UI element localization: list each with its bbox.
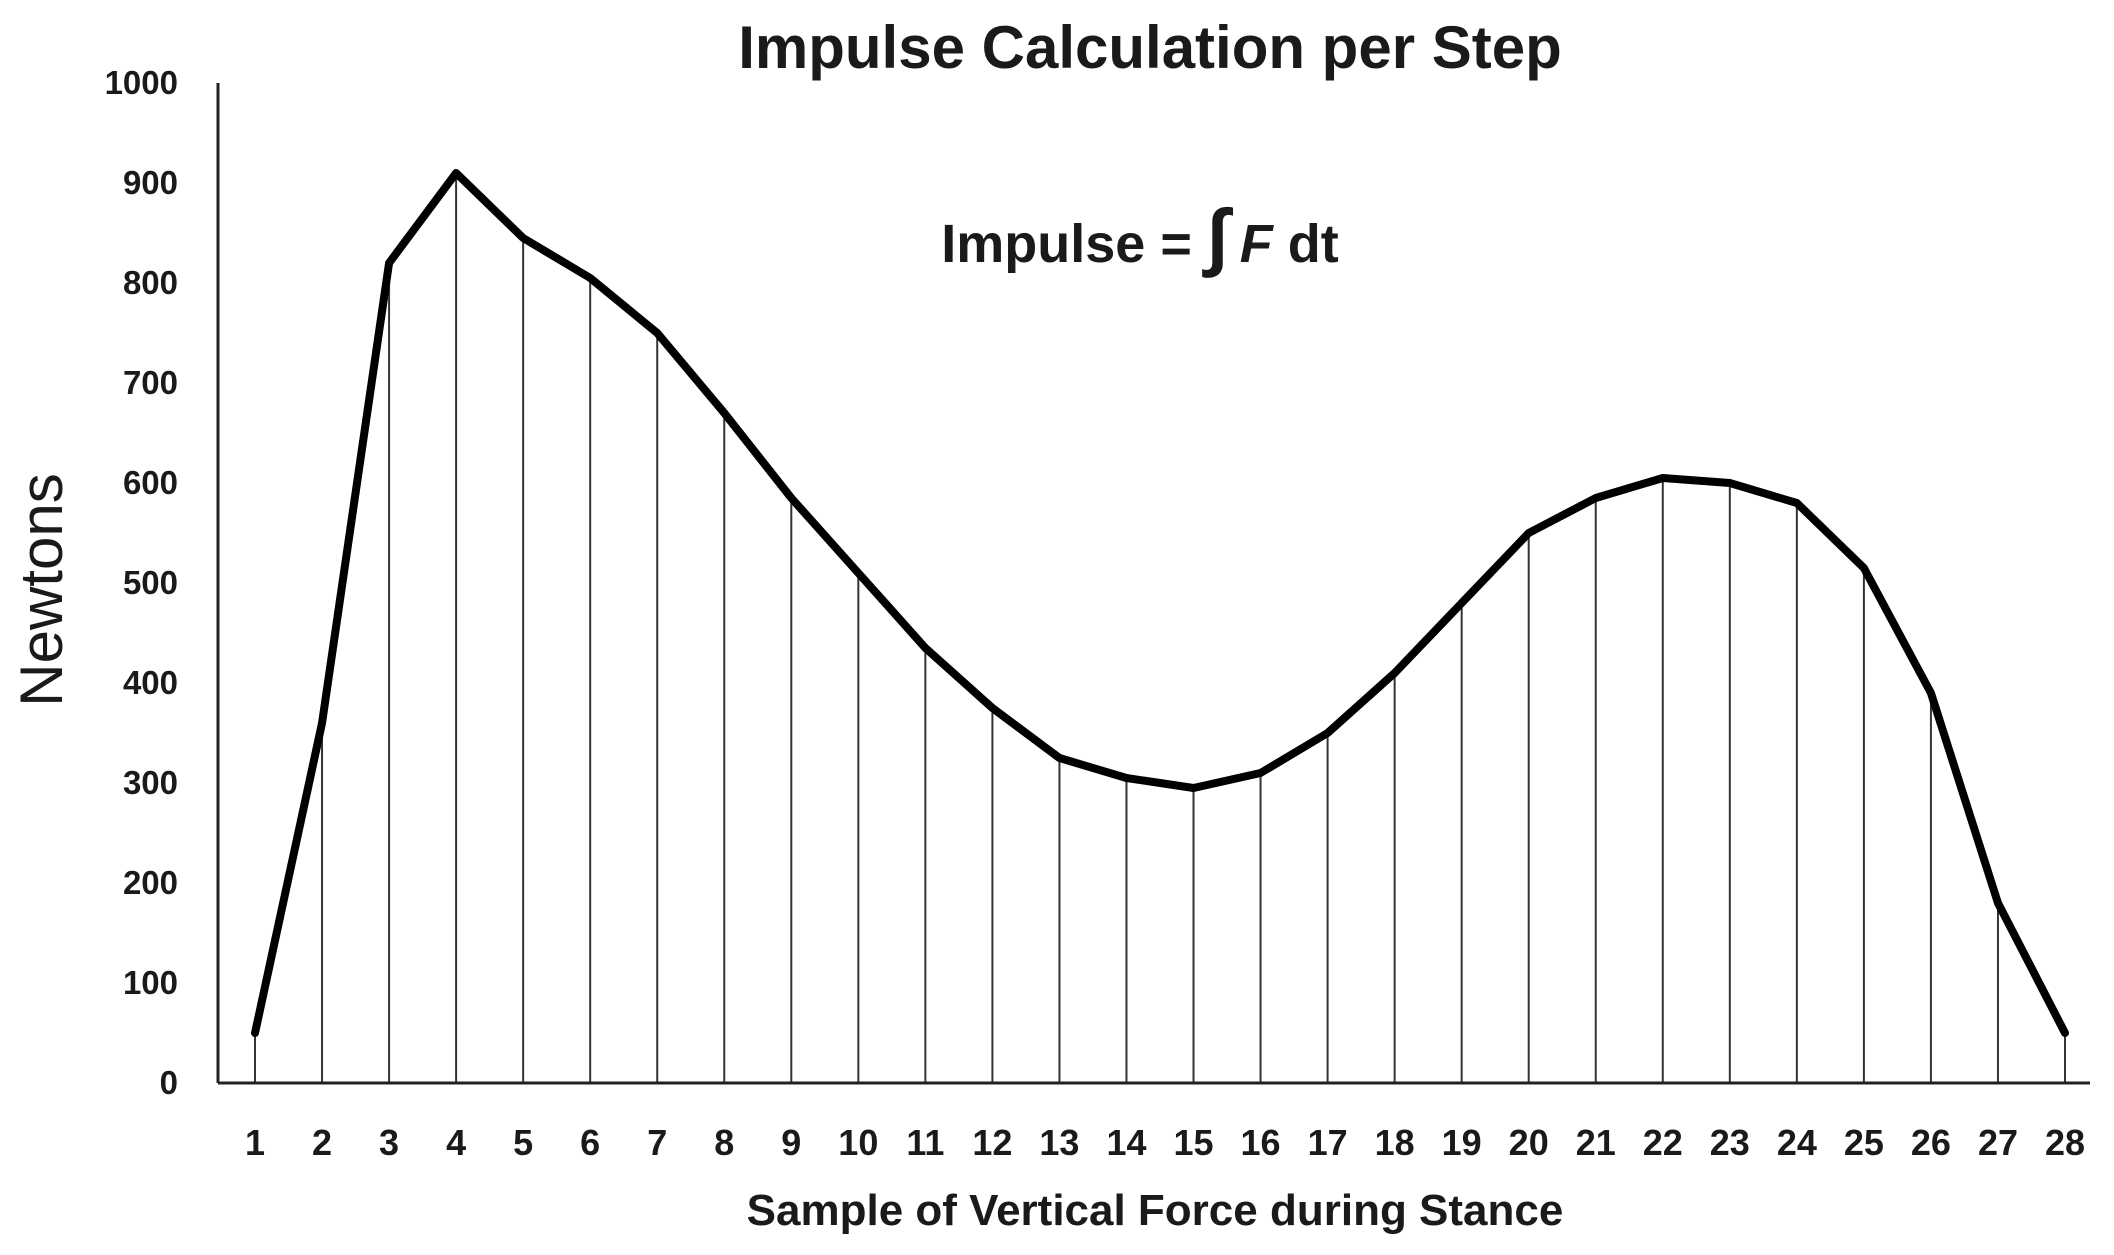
x-tick-label: 23: [1710, 1122, 1750, 1163]
y-tick-label: 300: [123, 764, 178, 801]
x-tick-label: 26: [1911, 1122, 1951, 1163]
x-tick-label: 21: [1576, 1122, 1616, 1163]
x-tick-label: 27: [1978, 1122, 2018, 1163]
impulse-formula: Impulse = ∫ F dt: [941, 194, 1338, 279]
x-tick-label: 17: [1308, 1122, 1348, 1163]
x-tick-label: 24: [1777, 1122, 1817, 1163]
formula-suffix: dt: [1273, 214, 1339, 274]
x-tick-label: 19: [1442, 1122, 1482, 1163]
x-tick-label: 9: [781, 1122, 801, 1163]
sample-lines: [254, 173, 2066, 1083]
x-tick-label: 28: [2045, 1122, 2085, 1163]
x-tick-label: 4: [446, 1122, 466, 1163]
y-tick-label: 800: [123, 264, 178, 301]
y-tick-label: 100: [123, 964, 178, 1001]
x-tick-label: 7: [647, 1122, 667, 1163]
y-tick-label: 700: [123, 364, 178, 401]
formula-prefix: Impulse =: [941, 214, 1207, 274]
integral-symbol: ∫: [1202, 194, 1234, 279]
force-curve: [251, 169, 2069, 1037]
y-tick-label: 200: [123, 864, 178, 901]
x-tick-label: 16: [1241, 1122, 1281, 1163]
y-axis-ticks: 0 100 200 300 400 500 600 700 800 900 1000: [105, 64, 178, 1101]
x-tick-label: 8: [714, 1122, 734, 1163]
x-tick-label: 12: [972, 1122, 1012, 1163]
y-tick-label: 0: [160, 1064, 178, 1101]
x-tick-label: 2: [312, 1122, 332, 1163]
y-axis-label: Newtons: [8, 473, 75, 706]
chart-title: Impulse Calculation per Step: [738, 14, 1562, 81]
y-tick-label: 500: [123, 564, 178, 601]
x-tick-label: 15: [1173, 1122, 1213, 1163]
x-tick-label: 10: [838, 1122, 878, 1163]
formula-variable: F: [1240, 214, 1275, 274]
x-axis-label: Sample of Vertical Force during Stance: [747, 1186, 1564, 1235]
x-tick-label: 3: [379, 1122, 399, 1163]
x-tick-label: 18: [1375, 1122, 1415, 1163]
x-tick-label: 1: [245, 1122, 265, 1163]
x-tick-label: 22: [1643, 1122, 1683, 1163]
x-tick-label: 6: [580, 1122, 600, 1163]
x-tick-label: 25: [1844, 1122, 1884, 1163]
y-tick-label: 400: [123, 664, 178, 701]
x-tick-label: 20: [1509, 1122, 1549, 1163]
y-tick-label: 600: [123, 464, 178, 501]
y-tick-label: 1000: [105, 64, 178, 101]
x-tick-label: 13: [1039, 1122, 1079, 1163]
y-tick-label: 900: [123, 164, 178, 201]
x-tick-label: 5: [513, 1122, 533, 1163]
x-tick-label: 11: [906, 1122, 944, 1163]
x-axis-ticks: 1 2 3 4 5 6 7 8 9 10 11 12 13 14 15 16 17 18 19 20 21 22 23 24 2…: [245, 1122, 2085, 1163]
x-tick-label: 14: [1106, 1122, 1146, 1163]
